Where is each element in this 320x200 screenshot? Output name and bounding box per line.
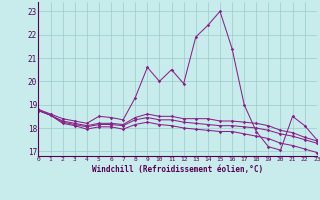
X-axis label: Windchill (Refroidissement éolien,°C): Windchill (Refroidissement éolien,°C) xyxy=(92,165,263,174)
